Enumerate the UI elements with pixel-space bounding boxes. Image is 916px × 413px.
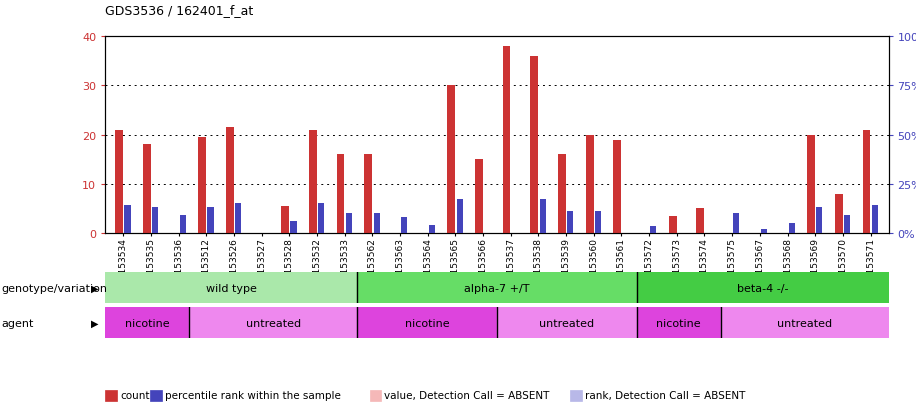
Text: rank, Detection Call = ABSENT: rank, Detection Call = ABSENT	[584, 390, 745, 400]
Bar	[475, 160, 483, 233]
Text: untreated: untreated	[777, 318, 832, 328]
Bar	[807, 135, 815, 233]
Bar	[357, 273, 637, 304]
Text: wild type: wild type	[206, 283, 256, 293]
Bar	[235, 204, 241, 233]
Text: GDS3536 / 162401_f_at: GDS3536 / 162401_f_at	[105, 4, 254, 17]
Bar	[669, 216, 677, 233]
Text: alpha-7 +/T: alpha-7 +/T	[464, 283, 529, 293]
Bar	[365, 155, 372, 233]
Text: nicotine: nicotine	[657, 318, 701, 328]
Bar	[309, 131, 317, 233]
Bar	[346, 214, 352, 233]
Bar	[637, 273, 889, 304]
Bar	[152, 208, 158, 233]
Bar	[190, 308, 357, 339]
Text: nicotine: nicotine	[405, 318, 450, 328]
Bar	[105, 273, 357, 304]
Bar	[614, 140, 621, 233]
Text: nicotine: nicotine	[125, 318, 169, 328]
Bar	[401, 218, 408, 233]
Text: beta-4 -/-: beta-4 -/-	[736, 283, 789, 293]
Text: untreated: untreated	[540, 318, 594, 328]
Text: genotype/variation: genotype/variation	[1, 283, 107, 293]
Bar	[447, 86, 455, 233]
Bar	[540, 200, 546, 233]
Bar	[844, 216, 850, 233]
Bar	[496, 308, 637, 339]
Text: count: count	[120, 390, 149, 400]
Bar	[429, 225, 435, 233]
Bar	[143, 145, 151, 233]
Text: value, Detection Call = ABSENT: value, Detection Call = ABSENT	[384, 390, 550, 400]
Bar	[115, 131, 123, 233]
Text: untreated: untreated	[245, 318, 300, 328]
Text: ▶: ▶	[92, 318, 99, 328]
Bar	[530, 57, 539, 233]
Bar	[199, 138, 206, 233]
Bar	[180, 216, 186, 233]
Bar	[637, 308, 721, 339]
Bar	[374, 214, 379, 233]
Bar	[567, 212, 573, 233]
Bar	[585, 135, 594, 233]
Bar	[125, 206, 130, 233]
Bar	[281, 206, 289, 233]
Bar	[226, 128, 234, 233]
Bar	[503, 47, 510, 233]
Bar	[105, 308, 190, 339]
Bar	[594, 212, 601, 233]
Bar	[696, 209, 704, 233]
Bar	[872, 206, 878, 233]
Bar	[761, 230, 767, 233]
Bar	[357, 308, 496, 339]
Bar	[834, 194, 843, 233]
Text: percentile rank within the sample: percentile rank within the sample	[165, 390, 341, 400]
Bar	[318, 204, 324, 233]
Bar	[816, 208, 823, 233]
Bar	[290, 221, 297, 233]
Text: agent: agent	[1, 318, 33, 328]
Bar	[456, 200, 463, 233]
Bar	[734, 214, 739, 233]
Bar	[337, 155, 344, 233]
Bar	[721, 308, 889, 339]
Bar	[650, 226, 657, 233]
Bar	[789, 223, 795, 233]
Text: ▶: ▶	[92, 283, 99, 293]
Bar	[863, 131, 870, 233]
Bar	[207, 208, 213, 233]
Bar	[558, 155, 566, 233]
